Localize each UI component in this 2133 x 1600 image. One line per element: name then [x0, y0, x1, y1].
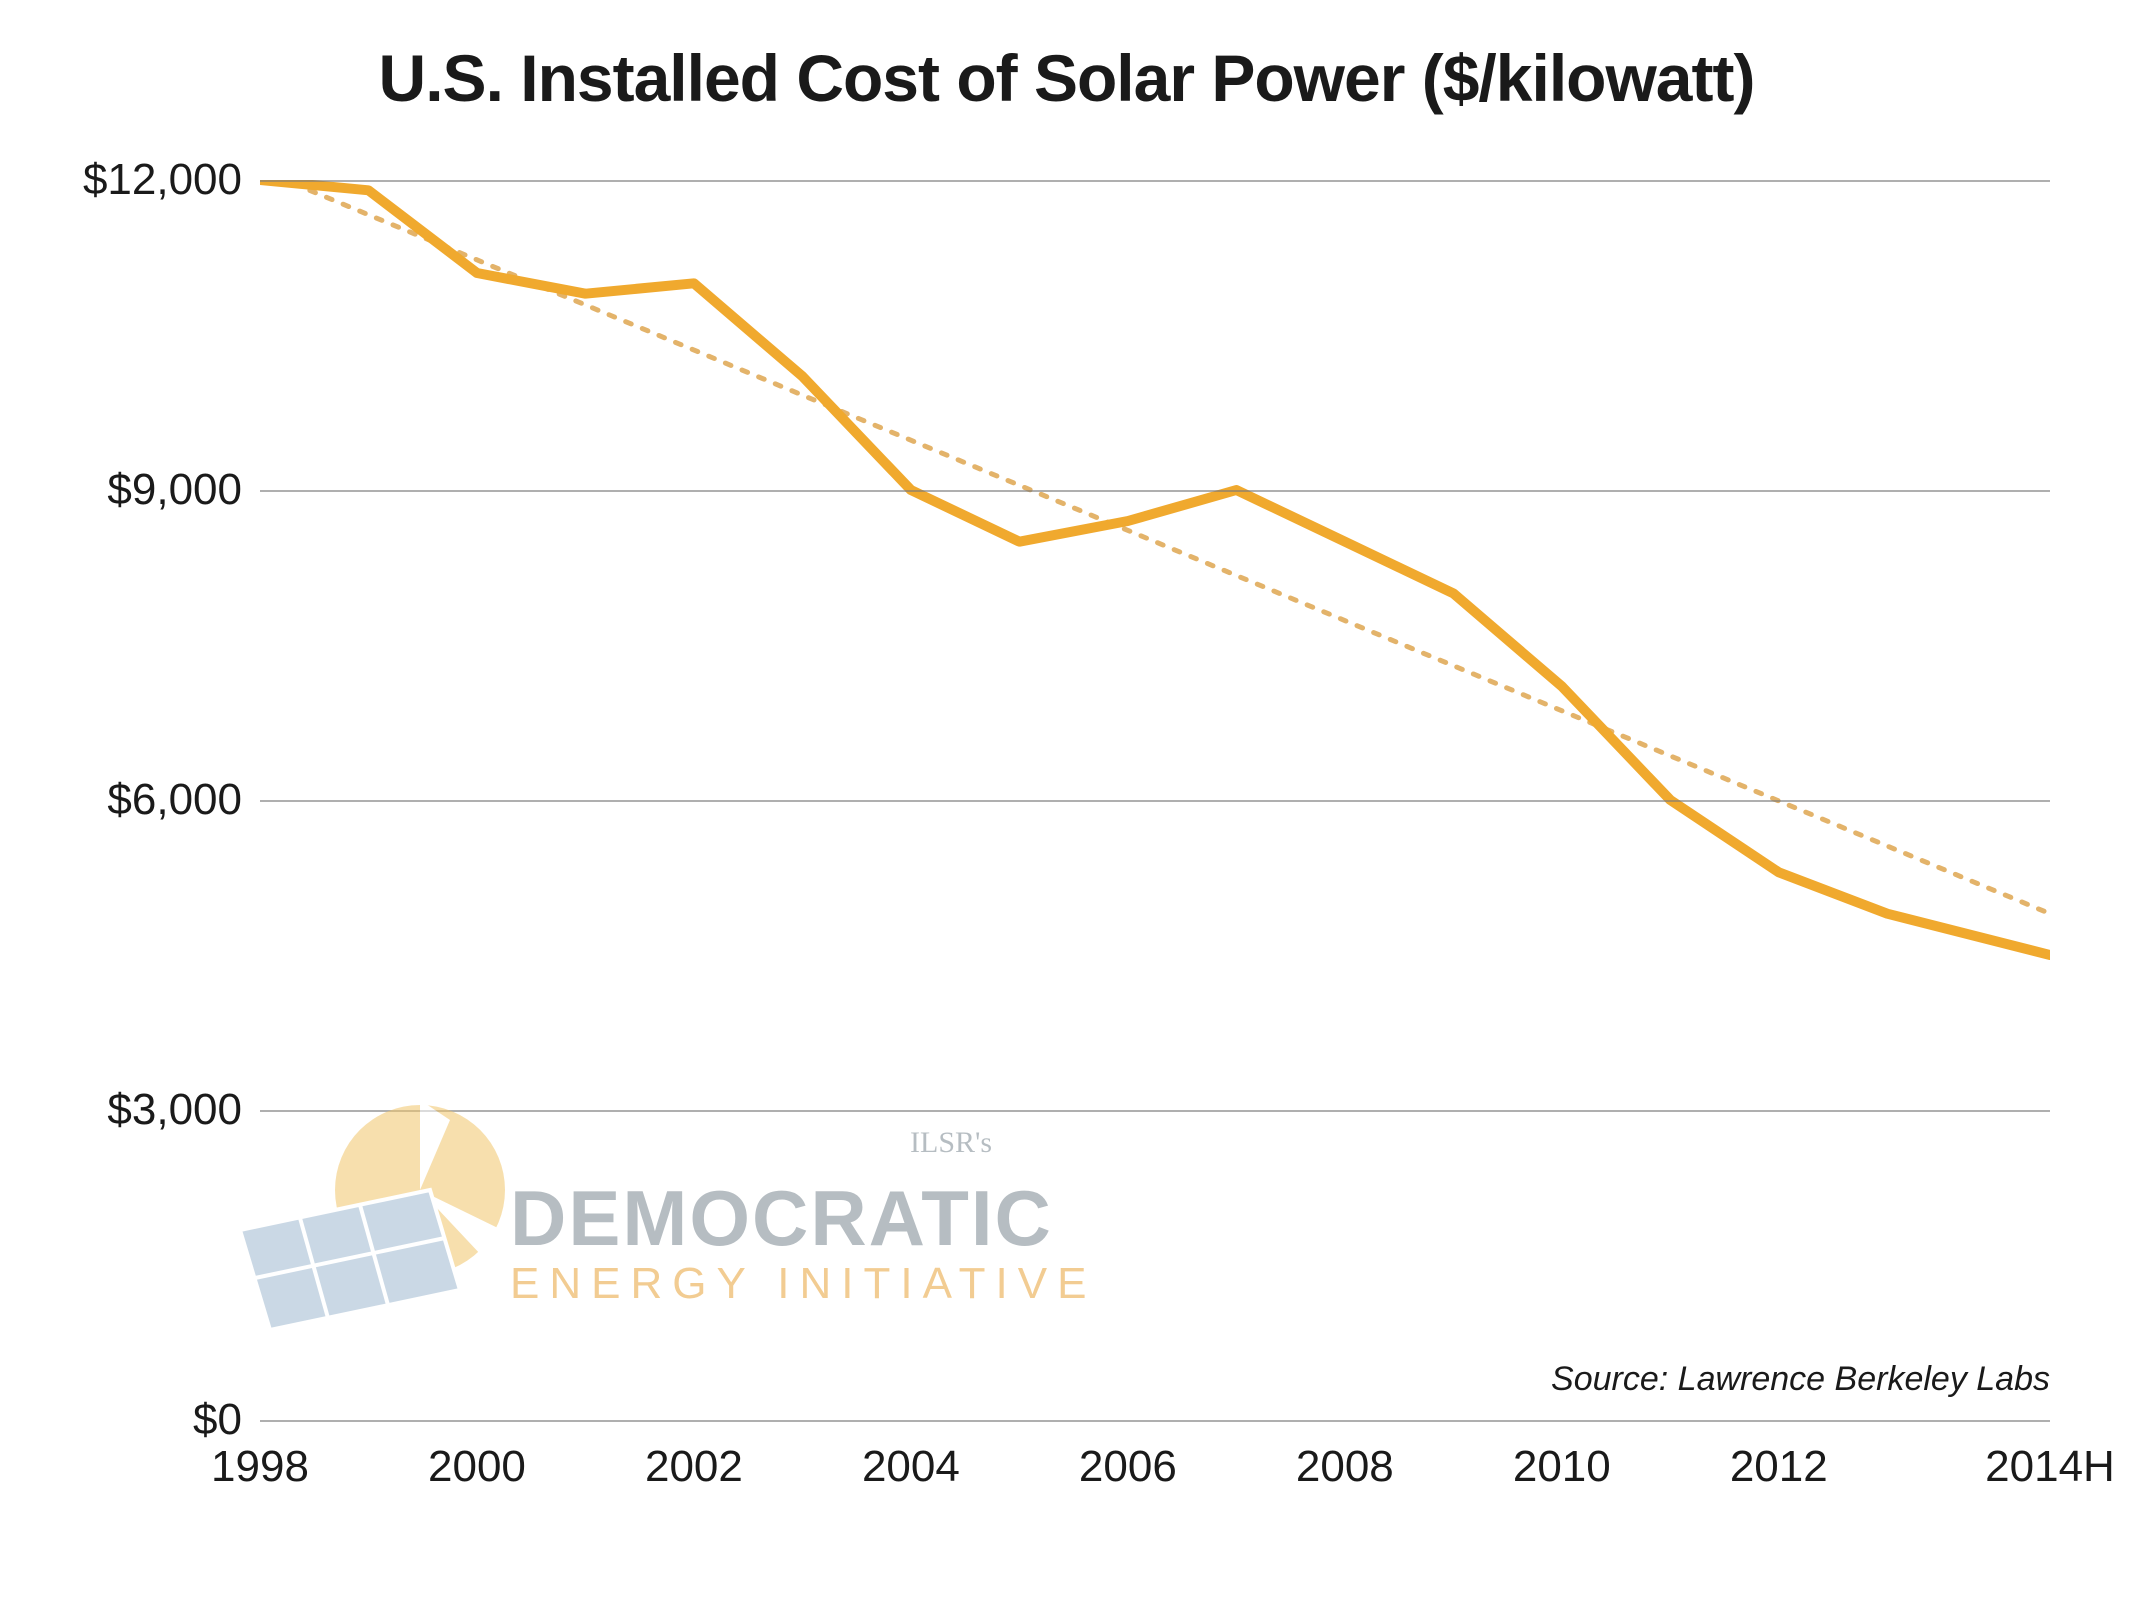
x-axis-label: 2008	[1296, 1442, 1394, 1492]
x-axis-label: 2000	[428, 1442, 526, 1492]
logo-line1: DEMOCRATIC	[510, 1174, 1053, 1262]
data-line	[260, 180, 2050, 955]
x-axis-label: 1998	[211, 1442, 309, 1492]
chart-container: U.S. Installed Cost of Solar Power ($/ki…	[0, 0, 2133, 1600]
x-axis-label: 2006	[1079, 1442, 1177, 1492]
logo-top-text: ILSR's	[910, 1126, 992, 1159]
logo-svg: ILSR's DEMOCRATICENERGY INITIATIVE	[210, 1080, 1110, 1340]
logo-line2: ENERGY INITIATIVE	[510, 1259, 1096, 1308]
y-axis-label: $12,000	[22, 155, 242, 205]
x-axis-label: 2004	[862, 1442, 960, 1492]
x-axis-label: 2012	[1730, 1442, 1828, 1492]
y-axis-label: $3,000	[22, 1085, 242, 1135]
chart-title: U.S. Installed Cost of Solar Power ($/ki…	[0, 40, 2133, 116]
grid-line	[260, 800, 2050, 802]
x-axis-label: 2010	[1513, 1442, 1611, 1492]
x-axis-label: 2002	[645, 1442, 743, 1492]
y-axis-label: $0	[22, 1395, 242, 1445]
grid-line	[260, 180, 2050, 182]
trend-line	[260, 180, 2050, 914]
grid-line	[260, 1420, 2050, 1422]
x-axis-label: 2014H	[1985, 1442, 2115, 1492]
grid-line	[260, 490, 2050, 492]
y-axis-label: $6,000	[22, 775, 242, 825]
watermark-logo: ILSR's DEMOCRATICENERGY INITIATIVE	[210, 1080, 1110, 1345]
source-attribution: Source: Lawrence Berkeley Labs	[1551, 1360, 2050, 1399]
y-axis-label: $9,000	[22, 465, 242, 515]
